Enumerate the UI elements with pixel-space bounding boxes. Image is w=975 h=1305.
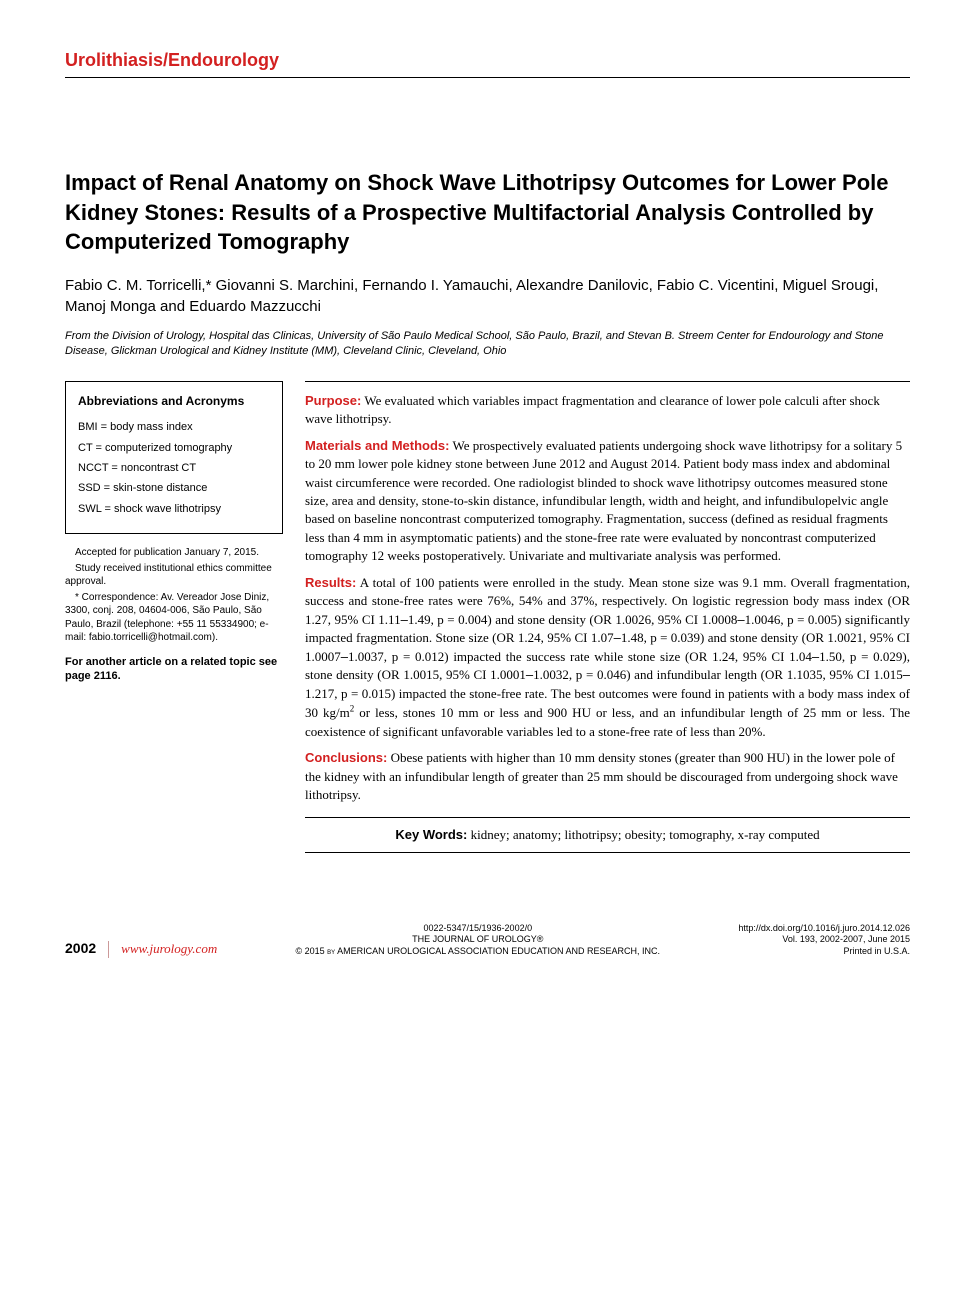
purpose-label: Purpose:	[305, 393, 361, 408]
abbrev-title: Abbreviations and Acronyms	[78, 394, 270, 410]
side-notes: Accepted for publication January 7, 2015…	[65, 546, 283, 645]
abbrev-item: BMI = body mass index	[78, 417, 270, 437]
accepted-note: Accepted for publication January 7, 2015…	[65, 546, 283, 560]
issn: 0022-5347/15/1936-2002/0	[296, 923, 661, 935]
abstract-conclusions: Conclusions: Obese patients with higher …	[305, 749, 910, 804]
conclusions-text: Obese patients with higher than 10 mm de…	[305, 750, 898, 802]
conclusions-label: Conclusions:	[305, 750, 387, 765]
abstract-results: Results: A total of 100 patients were en…	[305, 574, 910, 741]
doi: http://dx.doi.org/10.1016/j.juro.2014.12…	[738, 923, 910, 935]
footer-right: http://dx.doi.org/10.1016/j.juro.2014.12…	[738, 923, 910, 958]
author-list: Fabio C. M. Torricelli,* Giovanni S. Mar…	[65, 275, 910, 317]
volume-info: Vol. 193, 2002-2007, June 2015	[738, 934, 910, 946]
abbrev-item: SSD = skin-stone distance	[78, 478, 270, 498]
methods-label: Materials and Methods:	[305, 438, 449, 453]
copyright: © 2015 by AMERICAN UROLOGICAL ASSOCIATIO…	[296, 946, 661, 958]
keywords-box: Key Words: kidney; anatomy; lithotripsy;…	[305, 817, 910, 853]
related-article-note: For another article on a related topic s…	[65, 655, 283, 685]
abbrev-item: SWL = shock wave lithotripsy	[78, 499, 270, 519]
section-header: Urolithiasis/Endourology	[65, 50, 910, 78]
footer-left: 2002 www.jurology.com	[65, 939, 217, 957]
footer-center: 0022-5347/15/1936-2002/0 THE JOURNAL OF …	[296, 923, 661, 958]
journal-name: THE JOURNAL OF UROLOGY®	[296, 934, 661, 946]
abstract-methods: Materials and Methods: We prospectively …	[305, 437, 910, 566]
sidebar: Abbreviations and Acronyms BMI = body ma…	[65, 381, 283, 853]
affiliation: From the Division of Urology, Hospital d…	[65, 329, 910, 359]
abbrev-item: NCCT = noncontrast CT	[78, 458, 270, 478]
abstract-column: Purpose: We evaluated which variables im…	[305, 381, 910, 853]
methods-text: We prospectively evaluated patients unde…	[305, 438, 902, 564]
abbrev-item: CT = computerized tomography	[78, 438, 270, 458]
keywords-label: Key Words:	[395, 827, 467, 842]
keywords-text: kidney; anatomy; lithotripsy; obesity; t…	[467, 827, 819, 842]
journal-url: www.jurology.com	[108, 941, 217, 958]
abbrev-list: BMI = body mass index CT = computerized …	[78, 417, 270, 519]
ethics-note: Study received institutional ethics comm…	[65, 562, 283, 589]
content-columns: Abbreviations and Acronyms BMI = body ma…	[65, 381, 910, 853]
article-title: Impact of Renal Anatomy on Shock Wave Li…	[65, 168, 910, 257]
printed-in: Printed in U.S.A.	[738, 946, 910, 958]
purpose-text: We evaluated which variables impact frag…	[305, 393, 880, 426]
page-footer: 2002 www.jurology.com 0022-5347/15/1936-…	[65, 923, 910, 958]
page-number: 2002	[65, 939, 96, 957]
abbreviations-box: Abbreviations and Acronyms BMI = body ma…	[65, 381, 283, 534]
results-label: Results:	[305, 575, 356, 590]
results-text: A total of 100 patients were enrolled in…	[305, 575, 910, 739]
correspondence-note: * Correspondence: Av. Vereador Jose Dini…	[65, 591, 283, 645]
abstract-purpose: Purpose: We evaluated which variables im…	[305, 392, 910, 429]
